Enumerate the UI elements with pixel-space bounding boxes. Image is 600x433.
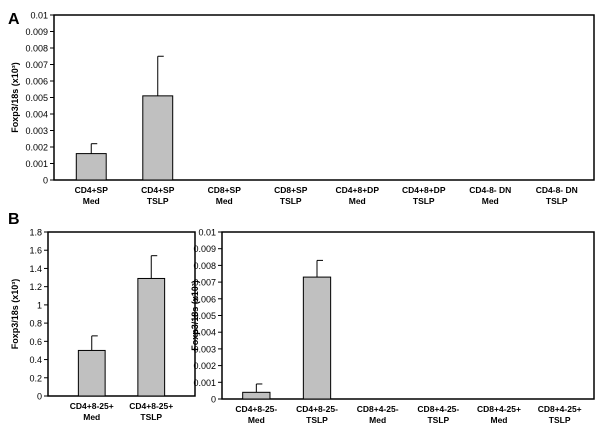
x-tick-label: CD4+8+DP	[336, 185, 380, 195]
x-tick-label: CD4+8-25+	[70, 401, 114, 411]
y-tick-label: 0.002	[193, 361, 216, 371]
y-tick-label: 0.002	[25, 143, 48, 153]
x-tick-label: TSLP	[147, 196, 169, 206]
x-tick-label: Med	[83, 196, 100, 206]
x-tick-label: CD8+4-25+	[477, 404, 521, 414]
y-tick-label: 0.8	[29, 319, 42, 329]
panel-a-label: A	[8, 11, 20, 28]
y-tick-label: 0.006	[25, 77, 48, 87]
x-tick-label: CD4+8-25-	[235, 404, 277, 414]
panel-b-label: B	[8, 211, 20, 228]
x-tick-label: TSLP	[427, 415, 449, 425]
x-tick-label: CD4+SP	[141, 185, 175, 195]
y-tick-label: 0.004	[193, 328, 216, 338]
chart-panel-b-left: 0 0.2 0.4 0.6 0.8 1 1.2 1.4 1.6 1.8 Foxp3/18s (x10…	[10, 228, 196, 422]
y-axis-label: Foxp3/18s (x10³)	[10, 62, 20, 133]
x-tick-label: Med	[83, 412, 100, 422]
y-axis-label: Foxp3/18s (x10³)	[190, 280, 200, 351]
bar	[142, 95, 174, 181]
y-tick-label: 0.008	[25, 44, 48, 54]
x-tick-label: CD8+4-25-	[417, 404, 459, 414]
plot-frame	[221, 231, 595, 400]
x-tick-label: TSLP	[413, 196, 435, 206]
y-tick-label: 1.6	[29, 246, 42, 256]
y-tick-label: 0	[43, 176, 48, 186]
bar	[302, 276, 332, 400]
plot-frame	[53, 14, 595, 181]
x-tick-label: TSLP	[280, 196, 302, 206]
x-tick-label: TSLP	[306, 415, 328, 425]
bar	[242, 391, 271, 400]
y-tick-label: 0.006	[193, 294, 216, 304]
y-tick-label: 0.003	[25, 126, 48, 136]
y-tick-label: 0.007	[25, 60, 48, 70]
y-tick-label: 1.8	[29, 228, 42, 238]
x-tick-label: CD4-8- DN	[536, 185, 578, 195]
x-tick-label: CD8+SP	[274, 185, 308, 195]
y-tick-label: 0	[211, 395, 216, 405]
y-tick-label: 0.2	[29, 373, 42, 383]
y-tick-label: 0.009	[193, 244, 216, 254]
y-tick-label: 1.2	[29, 282, 42, 292]
y-tick-label: 0.01	[198, 228, 216, 238]
x-tick-label: Med	[491, 415, 508, 425]
bar	[77, 349, 106, 397]
y-tick-label: 0.4	[29, 355, 42, 365]
y-tick-label: 1	[37, 300, 42, 310]
plot-frame	[47, 231, 196, 397]
y-tick-label: 0	[37, 392, 42, 402]
y-tick-label: 0.005	[193, 311, 216, 321]
y-tick-label: 0.008	[193, 261, 216, 271]
x-tick-label: Med	[349, 196, 366, 206]
y-tick-label: 0.001	[25, 159, 48, 169]
y-tick-label: 0.007	[193, 278, 216, 288]
x-tick-label: Med	[482, 196, 499, 206]
y-tick-label: 0.001	[193, 378, 216, 388]
chart-panel-a: 0 0.001 0.002 0.003 0.004 0.005 0.006 0.007 0.00…	[10, 11, 595, 206]
x-tick-label: CD4+8+DP	[402, 185, 446, 195]
bar	[137, 277, 166, 397]
y-tick-label: 0.003	[193, 344, 216, 354]
x-tick-label: CD8+4-25-	[357, 404, 399, 414]
x-tick-label: TSLP	[140, 412, 162, 422]
x-tick-label: CD4-8- DN	[469, 185, 511, 195]
y-tick-label: 0.6	[29, 337, 42, 347]
x-tick-label: CD8+4-25+	[538, 404, 582, 414]
y-tick-label: 0.01	[30, 11, 48, 21]
y-axis-label: Foxp3/18s (x10³)	[10, 279, 20, 350]
y-tick-label: 1.4	[29, 264, 42, 274]
x-tick-label: Med	[369, 415, 386, 425]
y-tick-label: 0.009	[25, 27, 48, 37]
chart-panel-b-right: 0 0.001 0.002 0.003 0.004 0.005 0.006 0.007 0.00…	[190, 228, 595, 425]
x-tick-label: TSLP	[549, 415, 571, 425]
x-tick-label: CD8+SP	[208, 185, 242, 195]
y-tick-label: 0.004	[25, 110, 48, 120]
y-tick-label: 0.005	[25, 93, 48, 103]
bar	[75, 153, 107, 181]
x-tick-label: Med	[216, 196, 233, 206]
x-tick-label: CD4+8-25-	[296, 404, 338, 414]
x-tick-label: CD4+SP	[75, 185, 109, 195]
x-tick-label: TSLP	[546, 196, 568, 206]
x-tick-label: CD4+8-25+	[129, 401, 173, 411]
x-tick-label: Med	[248, 415, 265, 425]
